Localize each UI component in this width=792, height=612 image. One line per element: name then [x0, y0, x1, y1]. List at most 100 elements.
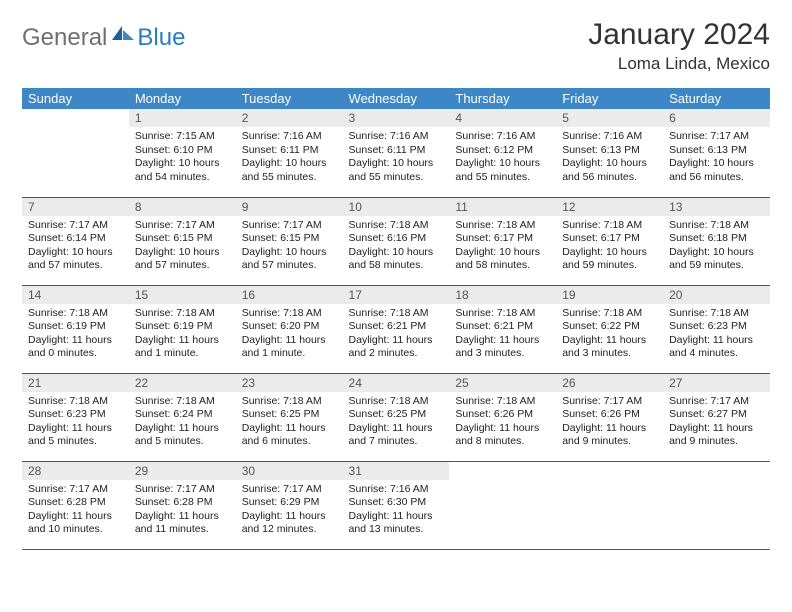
day-cell: 15Sunrise: 7:18 AMSunset: 6:19 PMDayligh…	[129, 285, 236, 373]
day-content: Sunrise: 7:17 AMSunset: 6:14 PMDaylight:…	[22, 216, 129, 278]
sunrise-text: Sunrise: 7:16 AM	[349, 483, 444, 497]
day-number: 7	[22, 198, 129, 216]
sunrise-text: Sunrise: 7:16 AM	[349, 130, 444, 144]
daylight-text: Daylight: 10 hours and 56 minutes.	[562, 157, 657, 184]
day-content: Sunrise: 7:18 AMSunset: 6:24 PMDaylight:…	[129, 392, 236, 454]
day-content: Sunrise: 7:18 AMSunset: 6:25 PMDaylight:…	[236, 392, 343, 454]
day-cell: 8Sunrise: 7:17 AMSunset: 6:15 PMDaylight…	[129, 197, 236, 285]
sunrise-text: Sunrise: 7:17 AM	[28, 219, 123, 233]
col-monday: Monday	[129, 88, 236, 109]
day-number: 9	[236, 198, 343, 216]
sunset-text: Sunset: 6:19 PM	[28, 320, 123, 334]
day-number: 20	[663, 286, 770, 304]
sunset-text: Sunset: 6:21 PM	[349, 320, 444, 334]
daylight-text: Daylight: 11 hours and 1 minute.	[242, 334, 337, 361]
day-cell: 17Sunrise: 7:18 AMSunset: 6:21 PMDayligh…	[343, 285, 450, 373]
day-cell: 14Sunrise: 7:18 AMSunset: 6:19 PMDayligh…	[22, 285, 129, 373]
day-cell: 23Sunrise: 7:18 AMSunset: 6:25 PMDayligh…	[236, 373, 343, 461]
day-content: Sunrise: 7:18 AMSunset: 6:16 PMDaylight:…	[343, 216, 450, 278]
day-number: 29	[129, 462, 236, 480]
sunset-text: Sunset: 6:13 PM	[669, 144, 764, 158]
sunrise-text: Sunrise: 7:18 AM	[349, 307, 444, 321]
sunrise-text: Sunrise: 7:18 AM	[135, 395, 230, 409]
day-content: Sunrise: 7:16 AMSunset: 6:12 PMDaylight:…	[449, 127, 556, 189]
sunset-text: Sunset: 6:27 PM	[669, 408, 764, 422]
day-number: 30	[236, 462, 343, 480]
sunset-text: Sunset: 6:29 PM	[242, 496, 337, 510]
day-cell: 29Sunrise: 7:17 AMSunset: 6:28 PMDayligh…	[129, 461, 236, 549]
day-content: Sunrise: 7:18 AMSunset: 6:18 PMDaylight:…	[663, 216, 770, 278]
day-number: 19	[556, 286, 663, 304]
daylight-text: Daylight: 11 hours and 10 minutes.	[28, 510, 123, 537]
location: Loma Linda, Mexico	[588, 54, 770, 74]
day-cell: 11Sunrise: 7:18 AMSunset: 6:17 PMDayligh…	[449, 197, 556, 285]
sunrise-text: Sunrise: 7:18 AM	[349, 395, 444, 409]
sunrise-text: Sunrise: 7:16 AM	[562, 130, 657, 144]
day-content: Sunrise: 7:18 AMSunset: 6:21 PMDaylight:…	[343, 304, 450, 366]
day-number: 17	[343, 286, 450, 304]
day-number: 31	[343, 462, 450, 480]
sunrise-text: Sunrise: 7:17 AM	[135, 483, 230, 497]
sunrise-text: Sunrise: 7:18 AM	[242, 395, 337, 409]
sunset-text: Sunset: 6:28 PM	[28, 496, 123, 510]
col-saturday: Saturday	[663, 88, 770, 109]
week-row: .1Sunrise: 7:15 AMSunset: 6:10 PMDayligh…	[22, 109, 770, 197]
sunrise-text: Sunrise: 7:18 AM	[455, 307, 550, 321]
sunset-text: Sunset: 6:19 PM	[135, 320, 230, 334]
sunset-text: Sunset: 6:15 PM	[242, 232, 337, 246]
sunset-text: Sunset: 6:25 PM	[349, 408, 444, 422]
sunset-text: Sunset: 6:22 PM	[562, 320, 657, 334]
day-cell: 18Sunrise: 7:18 AMSunset: 6:21 PMDayligh…	[449, 285, 556, 373]
daylight-text: Daylight: 11 hours and 9 minutes.	[669, 422, 764, 449]
day-content: Sunrise: 7:15 AMSunset: 6:10 PMDaylight:…	[129, 127, 236, 189]
day-header-row: Sunday Monday Tuesday Wednesday Thursday…	[22, 88, 770, 109]
logo: General Blue	[22, 24, 185, 52]
day-number: 26	[556, 374, 663, 392]
col-friday: Friday	[556, 88, 663, 109]
sunrise-text: Sunrise: 7:18 AM	[28, 307, 123, 321]
day-number: 27	[663, 374, 770, 392]
sunset-text: Sunset: 6:11 PM	[349, 144, 444, 158]
sunrise-text: Sunrise: 7:18 AM	[28, 395, 123, 409]
day-cell: 10Sunrise: 7:18 AMSunset: 6:16 PMDayligh…	[343, 197, 450, 285]
daylight-text: Daylight: 11 hours and 1 minute.	[135, 334, 230, 361]
daylight-text: Daylight: 10 hours and 58 minutes.	[455, 246, 550, 273]
sunrise-text: Sunrise: 7:17 AM	[242, 219, 337, 233]
day-number: 14	[22, 286, 129, 304]
sunset-text: Sunset: 6:20 PM	[242, 320, 337, 334]
day-content: Sunrise: 7:17 AMSunset: 6:29 PMDaylight:…	[236, 480, 343, 542]
day-number: 3	[343, 109, 450, 127]
daylight-text: Daylight: 10 hours and 55 minutes.	[242, 157, 337, 184]
day-content: Sunrise: 7:18 AMSunset: 6:19 PMDaylight:…	[129, 304, 236, 366]
day-number: 25	[449, 374, 556, 392]
logo-text-blue: Blue	[137, 24, 185, 52]
day-content: Sunrise: 7:17 AMSunset: 6:28 PMDaylight:…	[22, 480, 129, 542]
sunrise-text: Sunrise: 7:18 AM	[669, 307, 764, 321]
sunrise-text: Sunrise: 7:17 AM	[669, 395, 764, 409]
week-row: 21Sunrise: 7:18 AMSunset: 6:23 PMDayligh…	[22, 373, 770, 461]
daylight-text: Daylight: 11 hours and 9 minutes.	[562, 422, 657, 449]
day-number: 6	[663, 109, 770, 127]
header: General Blue January 2024 Loma Linda, Me…	[22, 18, 770, 74]
sunset-text: Sunset: 6:17 PM	[455, 232, 550, 246]
day-cell: 28Sunrise: 7:17 AMSunset: 6:28 PMDayligh…	[22, 461, 129, 549]
sunrise-text: Sunrise: 7:16 AM	[455, 130, 550, 144]
sunrise-text: Sunrise: 7:17 AM	[562, 395, 657, 409]
sunrise-text: Sunrise: 7:18 AM	[455, 219, 550, 233]
daylight-text: Daylight: 10 hours and 54 minutes.	[135, 157, 230, 184]
day-content: Sunrise: 7:18 AMSunset: 6:26 PMDaylight:…	[449, 392, 556, 454]
sunset-text: Sunset: 6:16 PM	[349, 232, 444, 246]
sunset-text: Sunset: 6:24 PM	[135, 408, 230, 422]
day-cell: .	[449, 461, 556, 549]
sunset-text: Sunset: 6:23 PM	[669, 320, 764, 334]
daylight-text: Daylight: 10 hours and 57 minutes.	[242, 246, 337, 273]
day-content: Sunrise: 7:18 AMSunset: 6:17 PMDaylight:…	[556, 216, 663, 278]
daylight-text: Daylight: 10 hours and 57 minutes.	[135, 246, 230, 273]
day-number: 4	[449, 109, 556, 127]
day-number: 24	[343, 374, 450, 392]
day-content: Sunrise: 7:17 AMSunset: 6:27 PMDaylight:…	[663, 392, 770, 454]
day-cell: 31Sunrise: 7:16 AMSunset: 6:30 PMDayligh…	[343, 461, 450, 549]
daylight-text: Daylight: 11 hours and 3 minutes.	[455, 334, 550, 361]
week-row: 7Sunrise: 7:17 AMSunset: 6:14 PMDaylight…	[22, 197, 770, 285]
sunrise-text: Sunrise: 7:17 AM	[135, 219, 230, 233]
